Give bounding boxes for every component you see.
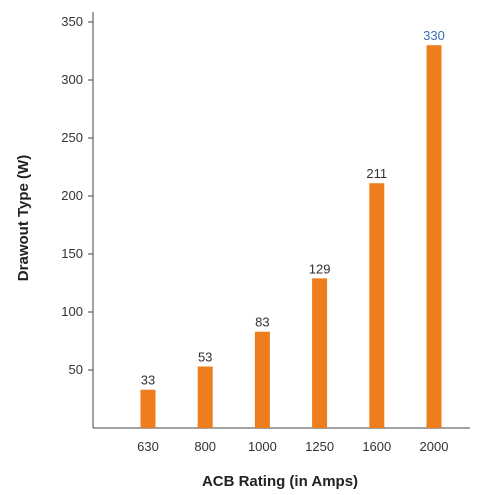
y-tick-label: 300: [61, 72, 83, 87]
bar-1250: [312, 278, 328, 428]
y-tick-label: 50: [69, 362, 83, 377]
y-tick-label: 350: [61, 14, 83, 29]
y-tick-label: 200: [61, 188, 83, 203]
data-labels: 33 53 83 129 211 330: [141, 28, 445, 388]
y-tick-label: 250: [61, 130, 83, 145]
x-tick-label-1250: 1250: [305, 439, 334, 454]
bar-800: [197, 366, 213, 428]
bar-1000: [254, 331, 270, 428]
bars: [140, 45, 442, 428]
y-ticks: 50 100 150 200 250 300 350: [61, 14, 93, 377]
bar-1600: [369, 183, 385, 428]
x-tick-label-1600: 1600: [362, 439, 391, 454]
y-tick-label: 100: [61, 304, 83, 319]
x-tick-label-630: 630: [137, 439, 159, 454]
bar-630: [140, 389, 156, 428]
data-label-2000: 330: [423, 28, 445, 43]
data-label-1000: 83: [255, 315, 269, 330]
data-label-630: 33: [141, 373, 155, 388]
y-axis-title: Drawout Type (W): [15, 155, 32, 281]
y-tick-label: 150: [61, 246, 83, 261]
data-label-1250: 129: [309, 261, 331, 276]
x-axis-title: ACB Rating (in Amps): [202, 473, 358, 490]
x-tick-label-800: 800: [194, 439, 216, 454]
bar-2000: [426, 45, 442, 428]
x-tick-label-1000: 1000: [248, 439, 277, 454]
x-ticks: 630 800 1000 1250 1600 2000: [137, 439, 448, 454]
x-tick-label-2000: 2000: [420, 439, 449, 454]
data-label-1600: 211: [366, 166, 387, 181]
data-label-800: 53: [198, 350, 212, 365]
